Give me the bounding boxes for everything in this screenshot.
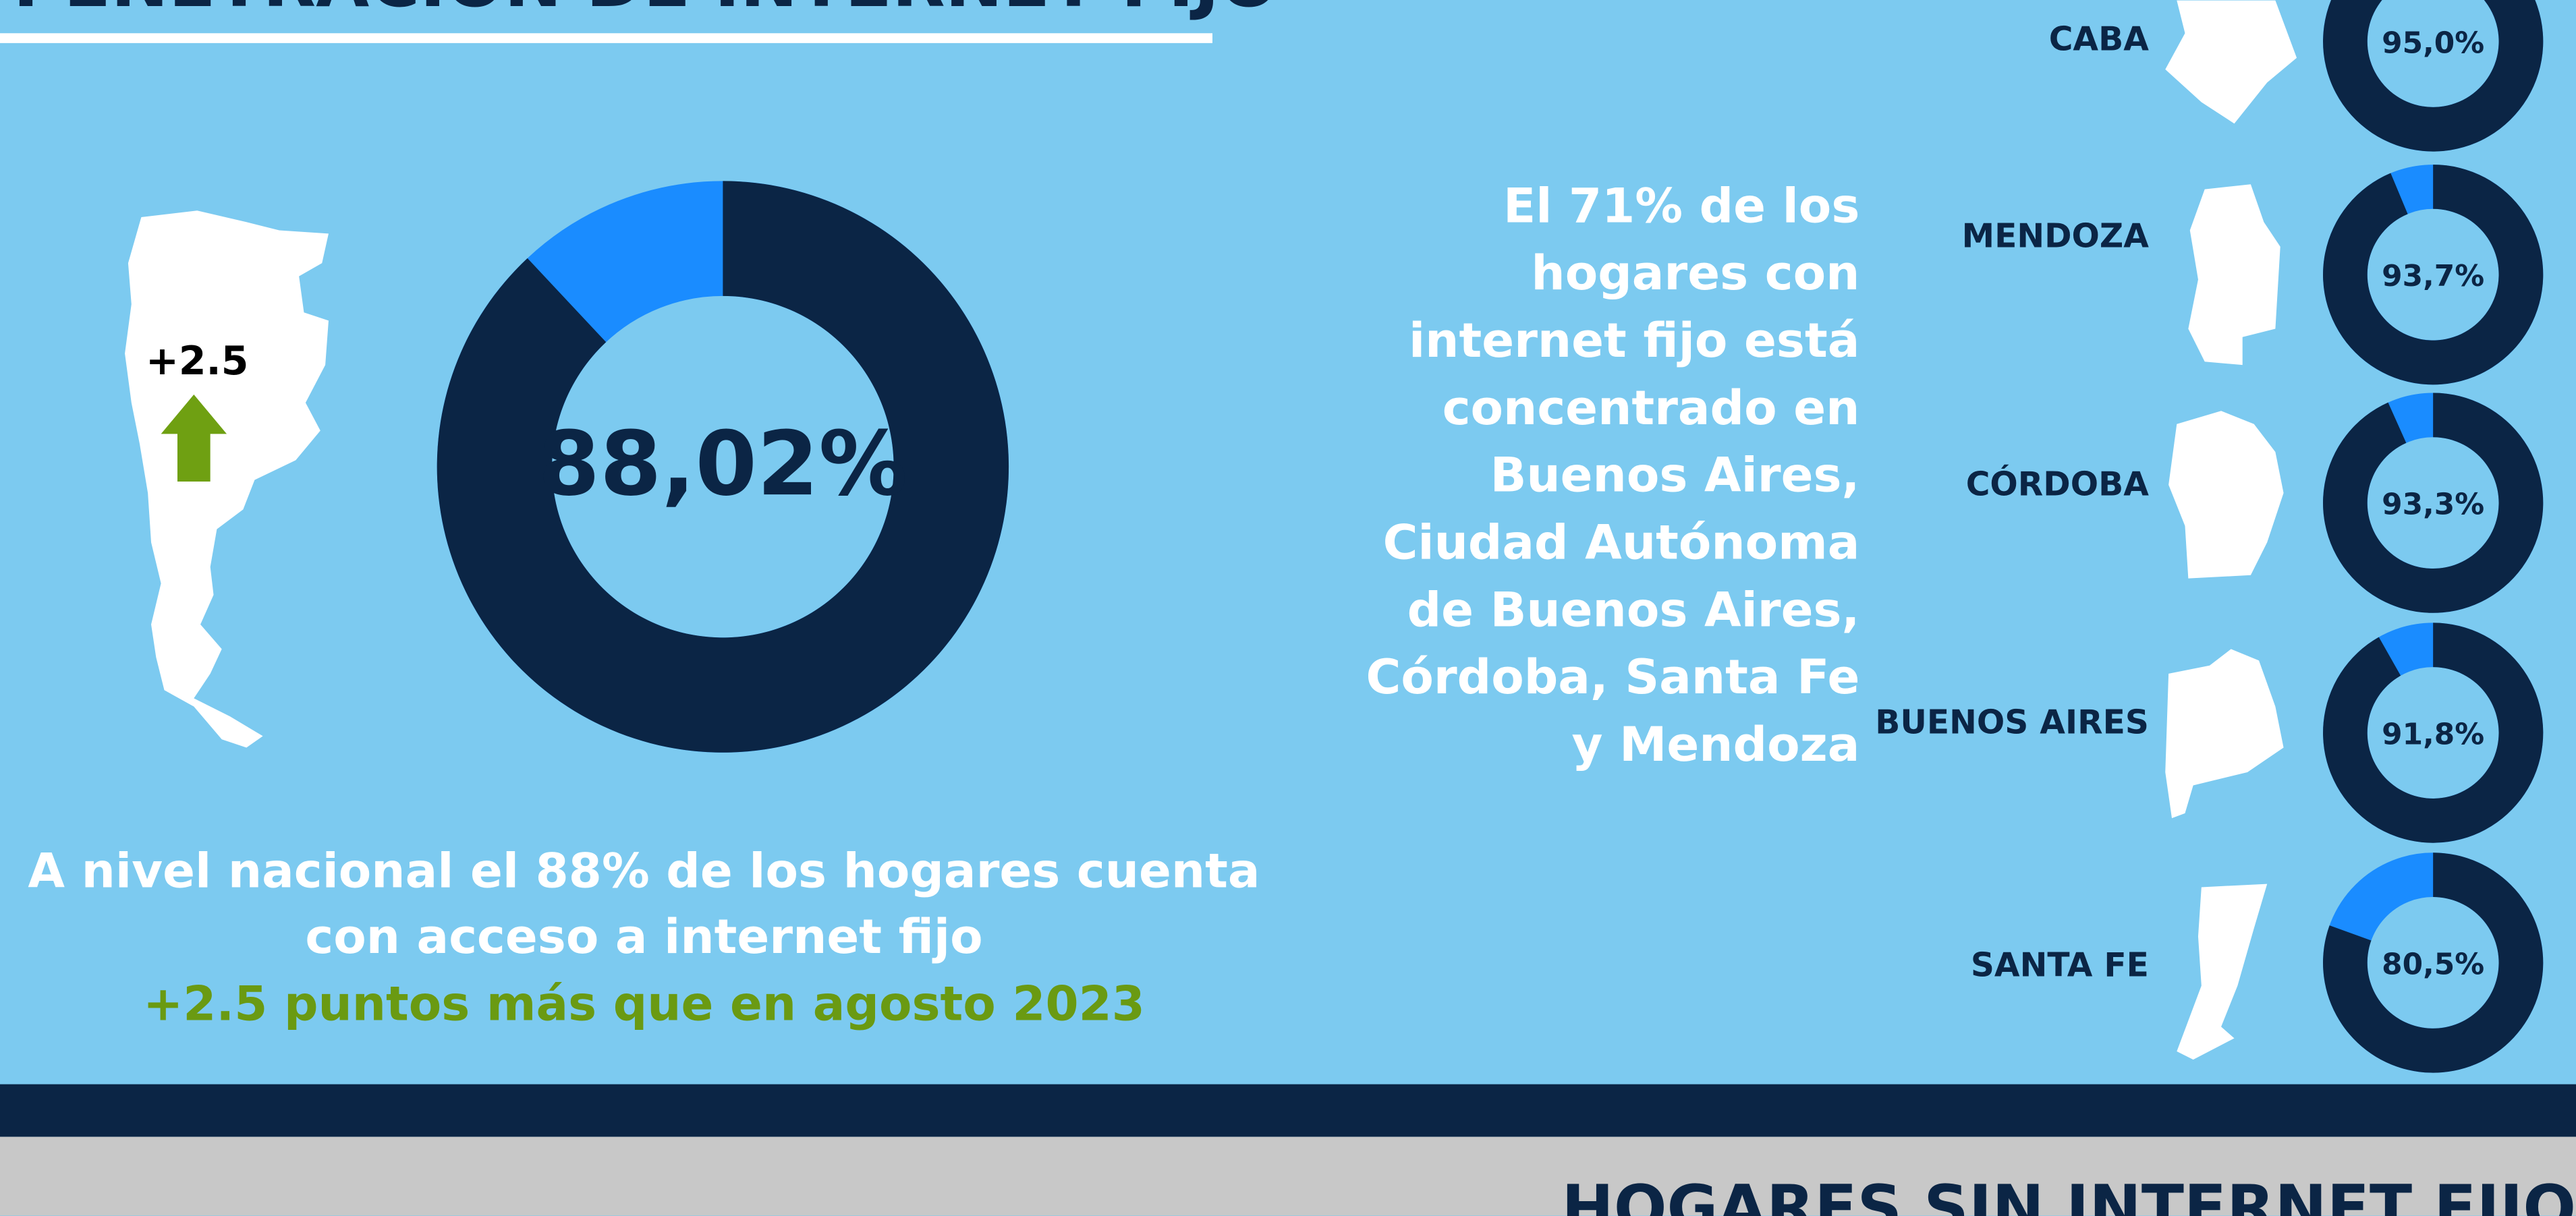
up-arrow bbox=[161, 394, 227, 482]
concentration-text: Ciudad Autónoma bbox=[1383, 515, 1860, 571]
change-label: +2.5 bbox=[146, 338, 248, 384]
donut-segment bbox=[2323, 623, 2544, 843]
donut-segment bbox=[2323, 0, 2544, 152]
region-label: SANTA FE bbox=[1971, 947, 2149, 985]
santa-fe-map bbox=[2177, 884, 2268, 1060]
national-text: A nivel nacional el 88% de los hogares c… bbox=[28, 842, 1260, 898]
concentration-text: Buenos Aires, bbox=[1490, 447, 1860, 503]
concentration-text: hogares con bbox=[1531, 245, 1859, 301]
donut-segment bbox=[2323, 393, 2544, 613]
region-label: CABA bbox=[2049, 20, 2150, 58]
region-label: BUENOS AIRES bbox=[1875, 703, 2149, 741]
donut-label: 95,0% bbox=[2382, 26, 2484, 60]
change-text: +2.5 puntos más que en agosto 2023 bbox=[143, 976, 1145, 1032]
donut-label: 93,3% bbox=[2382, 488, 2484, 522]
donut-label: 88,02% bbox=[538, 413, 908, 516]
concentration-text: y Mendoza bbox=[1572, 716, 1860, 772]
buenos-aires-map bbox=[2165, 649, 2284, 819]
concentration-text: internet fijo está bbox=[1409, 312, 1859, 368]
concentration-text: de Buenos Aires, bbox=[1407, 581, 1860, 637]
background bbox=[0, 0, 2576, 1084]
concentration-text: Córdoba, Santa Fe bbox=[1366, 649, 1860, 705]
divider-band bbox=[0, 1084, 2576, 1137]
donut-segment bbox=[2323, 165, 2544, 385]
mendoza-map bbox=[2188, 184, 2280, 366]
next-section-band bbox=[0, 1136, 2576, 1216]
donut-label: 80,5% bbox=[2382, 947, 2484, 981]
donut-segment bbox=[2323, 852, 2544, 1073]
cordoba-map bbox=[2168, 411, 2284, 579]
national-text: con acceso a internet fijo bbox=[305, 908, 982, 964]
argentina-map bbox=[125, 210, 329, 748]
donut-label: 91,8% bbox=[2382, 717, 2484, 751]
concentration-text: El 71% de los bbox=[1503, 177, 1859, 233]
section-title: PENETRACIÓN DE INTERNET FIJO bbox=[13, 0, 1278, 23]
concentration-text: concentrado en bbox=[1443, 380, 1860, 436]
region-label: CÓRDOBA bbox=[1966, 465, 2150, 503]
donut-segment bbox=[437, 181, 1009, 753]
title-underline bbox=[0, 33, 1212, 43]
region-label: MENDOZA bbox=[1962, 218, 2150, 256]
next-section-title: HOGARES SIN INTERNET FIJO bbox=[1561, 1171, 2576, 1216]
donut-label: 93,7% bbox=[2382, 259, 2484, 293]
caba-map bbox=[2165, 0, 2297, 124]
